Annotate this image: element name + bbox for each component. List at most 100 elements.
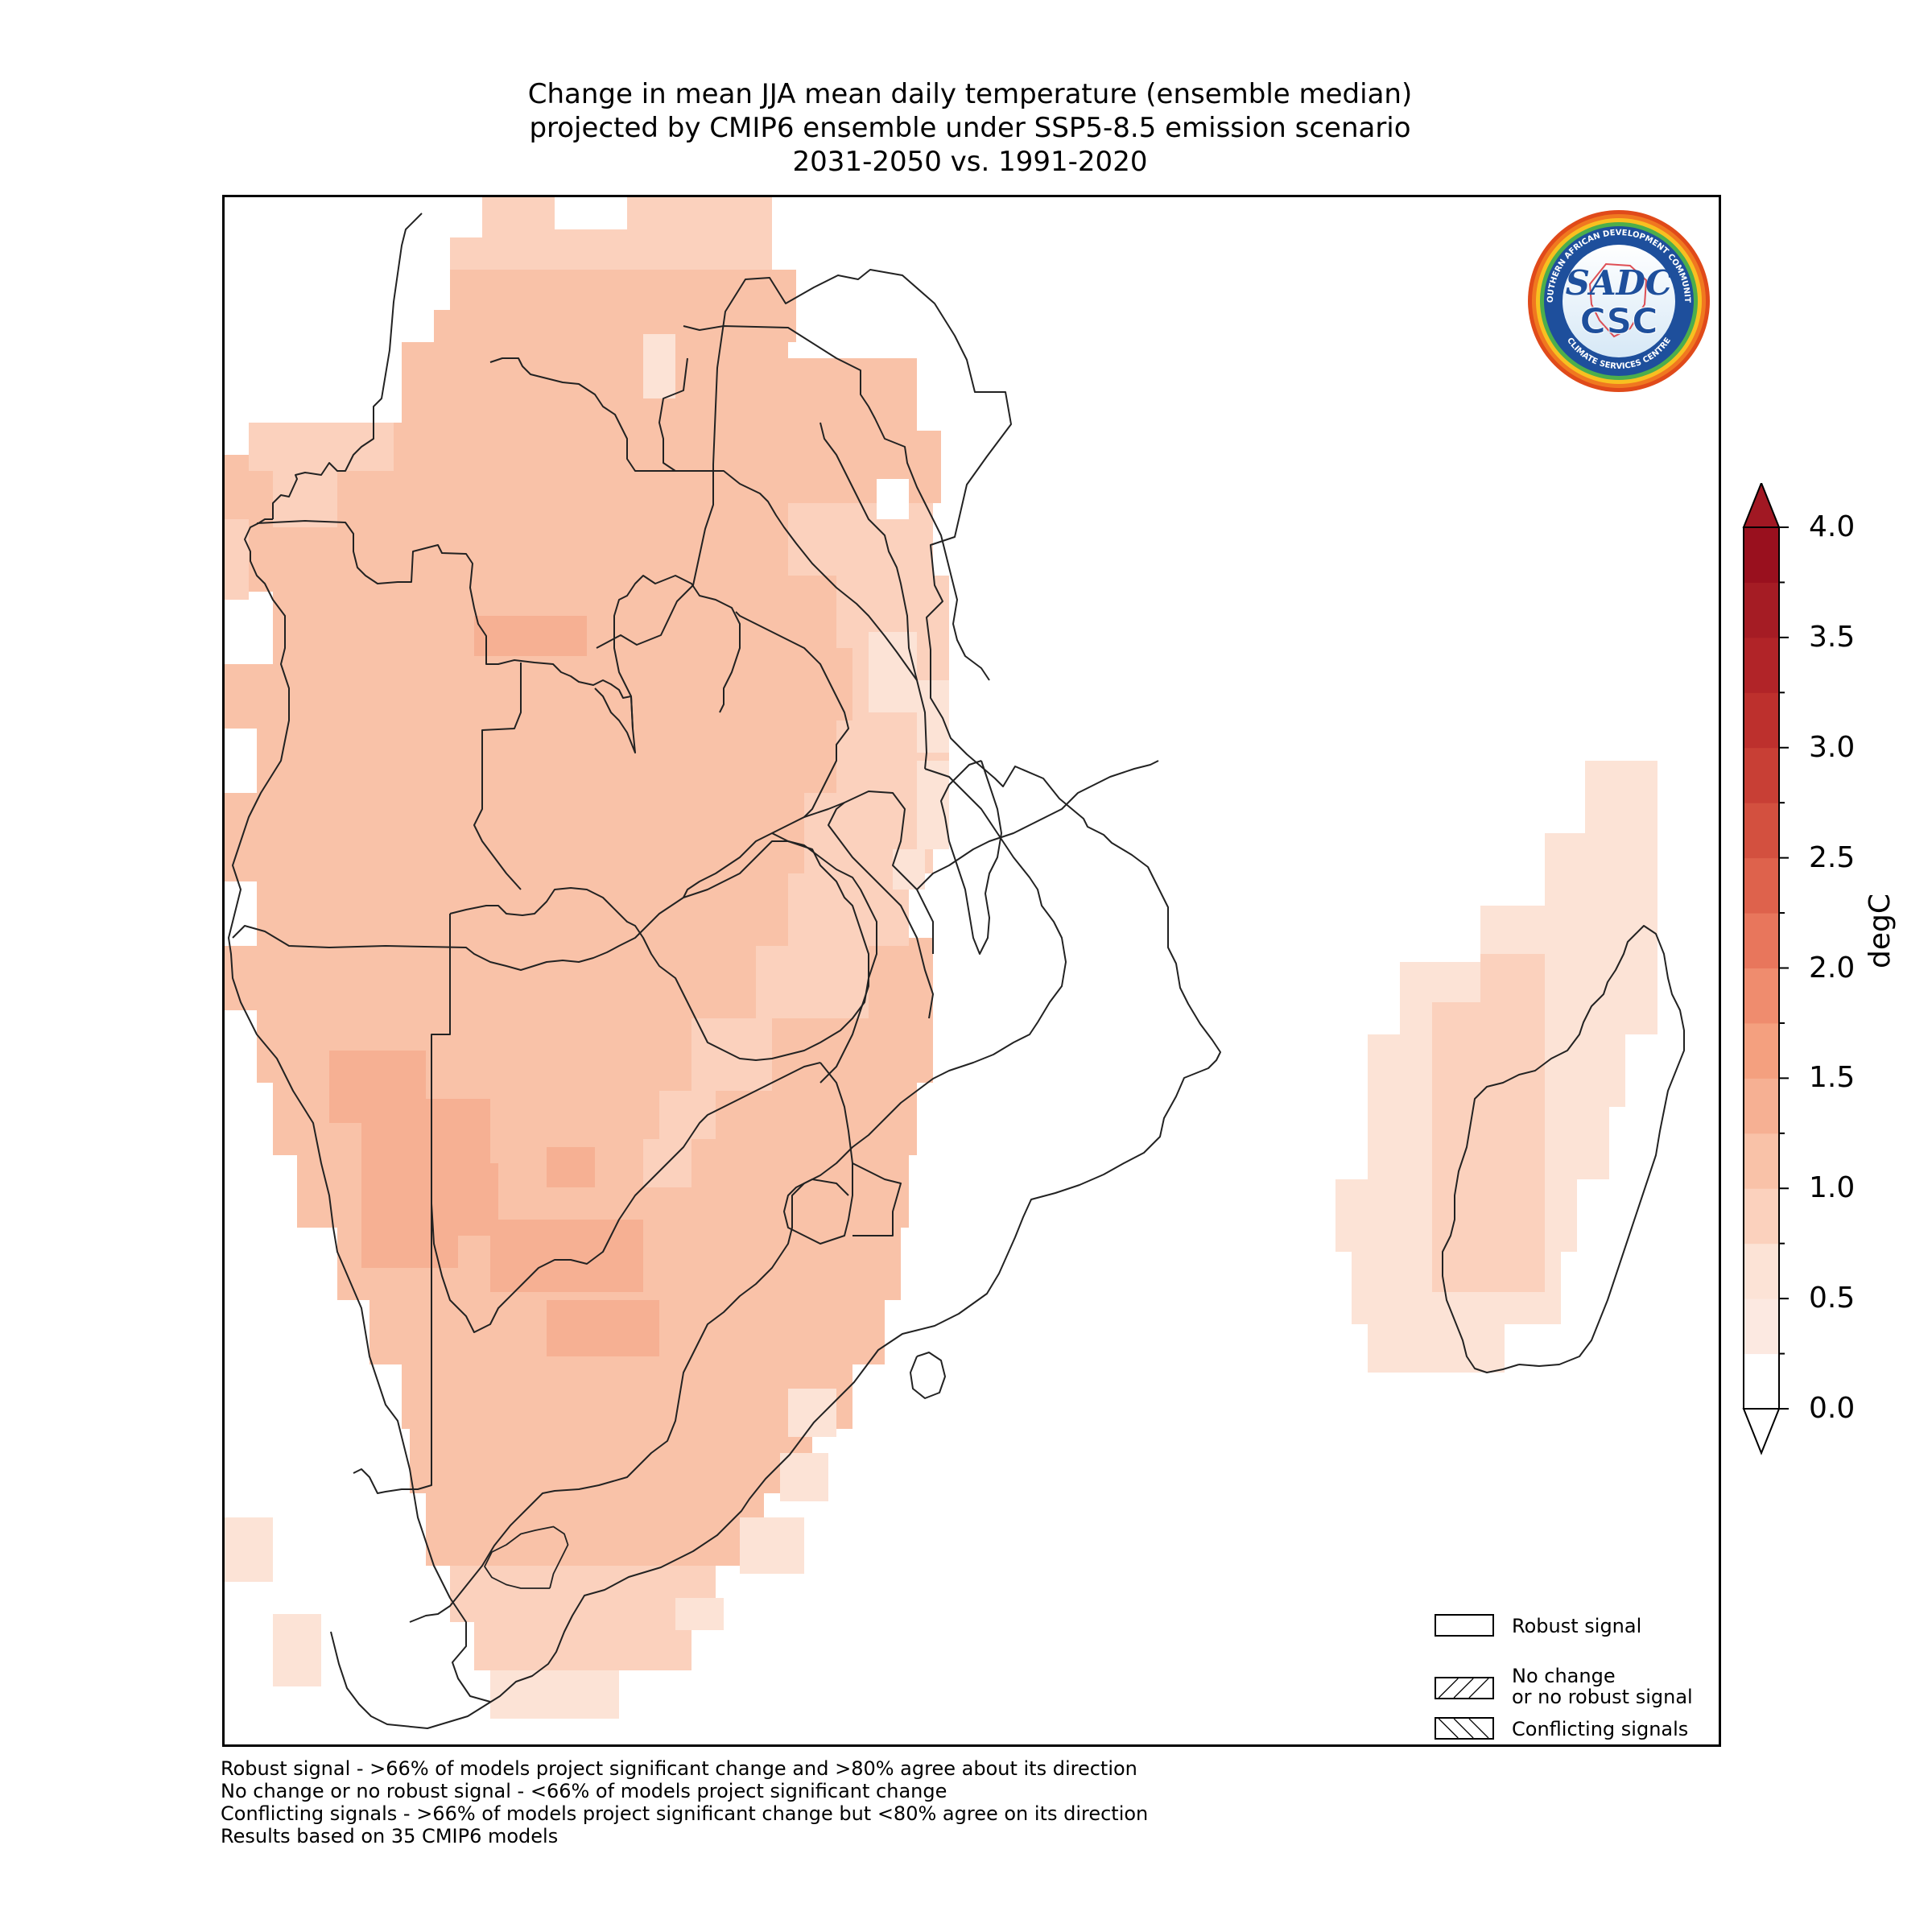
colorbar-segment <box>1744 1298 1779 1355</box>
land-block <box>426 1493 764 1566</box>
land-block-east <box>708 358 917 431</box>
colorbar-segment <box>1744 1353 1779 1410</box>
colorbar-tick-label: 1.0 <box>1809 1171 1856 1205</box>
colorbar-segment <box>1744 747 1779 803</box>
title-line-1: Change in mean JJA mean daily temperatur… <box>527 78 1413 110</box>
title-line-3: 2031-2050 vs. 1991-2020 <box>792 146 1148 178</box>
gap-cell <box>555 197 627 229</box>
gap-cell <box>877 479 909 519</box>
land-block <box>474 1622 691 1670</box>
land-block <box>490 1670 619 1719</box>
colorbar-segment <box>1744 913 1779 968</box>
colorbar-segment <box>1744 637 1779 693</box>
land-block-east <box>675 197 732 262</box>
map-frame <box>222 195 1721 1747</box>
colorbar-ticks <box>1779 526 1789 1410</box>
colorbar <box>1742 483 1789 1455</box>
temperature-grid <box>225 197 1657 1719</box>
angola-zambia-border <box>473 663 522 890</box>
logo-emblem-text: SADC <box>1566 263 1673 303</box>
land-block-light <box>788 1389 836 1437</box>
land-block-warm <box>434 1163 498 1236</box>
legend-label-no-change-1: No change <box>1512 1665 1616 1687</box>
logo-main-text: CSC <box>1579 301 1657 342</box>
colorbar-tick-label: 3.5 <box>1809 620 1856 654</box>
colorbar-tick-label: 0.0 <box>1809 1392 1856 1425</box>
title-line-2: projected by CMIP6 ensemble under SSP5-8… <box>529 112 1411 144</box>
land-block-east <box>643 334 675 398</box>
colorbar-segment <box>1744 582 1779 638</box>
colorbar-tick-label: 4.0 <box>1809 510 1856 543</box>
east-coastline <box>409 768 1067 1623</box>
land-block-east <box>756 431 941 503</box>
land-block-light <box>780 1453 828 1501</box>
land-block-east <box>788 503 933 576</box>
land-block-light <box>273 1614 321 1686</box>
colorbar-label: degC <box>1864 894 1897 968</box>
lesotho-outline <box>484 1525 569 1589</box>
uganda-kenya-border <box>683 325 990 681</box>
land-block <box>402 1364 852 1429</box>
mainland-coastline <box>330 269 1221 1729</box>
legend-swatch-no-change <box>1435 1677 1494 1699</box>
south-africa-east <box>783 1062 853 1245</box>
land-block <box>410 1429 812 1493</box>
land-block <box>225 527 852 592</box>
colorbar-segment <box>1744 1188 1779 1245</box>
footnotes: Robust signal - >66% of models project s… <box>221 1757 1148 1847</box>
dr-congo-zambia-border <box>613 575 741 729</box>
land-block-east <box>917 680 949 753</box>
colorbar-segment <box>1744 692 1779 749</box>
land-block-warm <box>490 1220 643 1292</box>
colorbar-segment <box>1744 857 1779 914</box>
colorbar-tick-label: 3.0 <box>1809 730 1856 764</box>
legend-label-robust: Robust signal <box>1512 1615 1642 1637</box>
land-block-light <box>225 1517 273 1582</box>
land-block-east <box>788 873 909 946</box>
lake-malawi <box>940 760 1002 955</box>
land-block-east <box>659 1091 716 1139</box>
gap-cell <box>225 729 257 793</box>
footnote-no-change: No change or no robust signal - <66% of … <box>221 1780 947 1802</box>
footnote-conflicting: Conflicting signals - >66% of models pro… <box>221 1802 1149 1825</box>
land-block-east <box>869 632 917 712</box>
legend-label-conflicting: Conflicting signals <box>1512 1718 1689 1740</box>
temperature-map <box>225 197 1685 1729</box>
colorbar-tick-label: 2.5 <box>1809 840 1856 874</box>
madagascar-outline <box>1442 925 1685 1373</box>
madagascar-block <box>1368 1324 1505 1373</box>
land-block-warm <box>547 1300 659 1356</box>
legend-label-no-change-2: or no robust signal <box>1512 1686 1693 1708</box>
legend-swatch-robust <box>1435 1614 1494 1637</box>
madagascar-block <box>1545 833 1657 906</box>
malawi-outline <box>735 611 849 818</box>
land-block <box>450 1566 716 1622</box>
land-block <box>225 664 885 745</box>
mainland-coastline-west <box>228 518 491 1703</box>
botswana-outline <box>431 914 821 1333</box>
colorbar-segment <box>1744 968 1779 1024</box>
legend-swatch-conflicting <box>1435 1717 1494 1740</box>
colorbar-segment <box>1744 1243 1779 1299</box>
map-title: Change in mean JJA mean daily temperatur… <box>217 77 1723 179</box>
land-block-warm <box>547 1147 595 1187</box>
sadc-csc-logo: SADC CSC SOUTHERN AFRICAN DEVELOPMENT CO… <box>1525 208 1710 392</box>
land-block <box>225 745 917 841</box>
land-block-light <box>740 1517 804 1574</box>
colorbar-extend-max <box>1742 483 1781 528</box>
colorbar-segments <box>1742 483 1781 1455</box>
coastlines-and-borders <box>228 213 1685 1729</box>
colorbar-extend-min <box>1742 1408 1781 1455</box>
mozambique-zambia-border <box>771 832 869 1084</box>
footnote-robust: Robust signal - >66% of models project s… <box>221 1757 1137 1780</box>
land-block-east <box>917 761 949 849</box>
namibia-sa-border <box>353 1203 432 1494</box>
land-block-east <box>893 849 925 890</box>
madagascar-block <box>1480 954 1545 1115</box>
colorbar-segment <box>1744 1133 1779 1189</box>
colorbar-tick-label: 0.5 <box>1809 1282 1856 1315</box>
zimbabwe-outline <box>449 840 877 1061</box>
colorbar-segment <box>1744 527 1779 583</box>
madagascar-block <box>1585 761 1657 833</box>
colorbar-segment <box>1744 803 1779 859</box>
